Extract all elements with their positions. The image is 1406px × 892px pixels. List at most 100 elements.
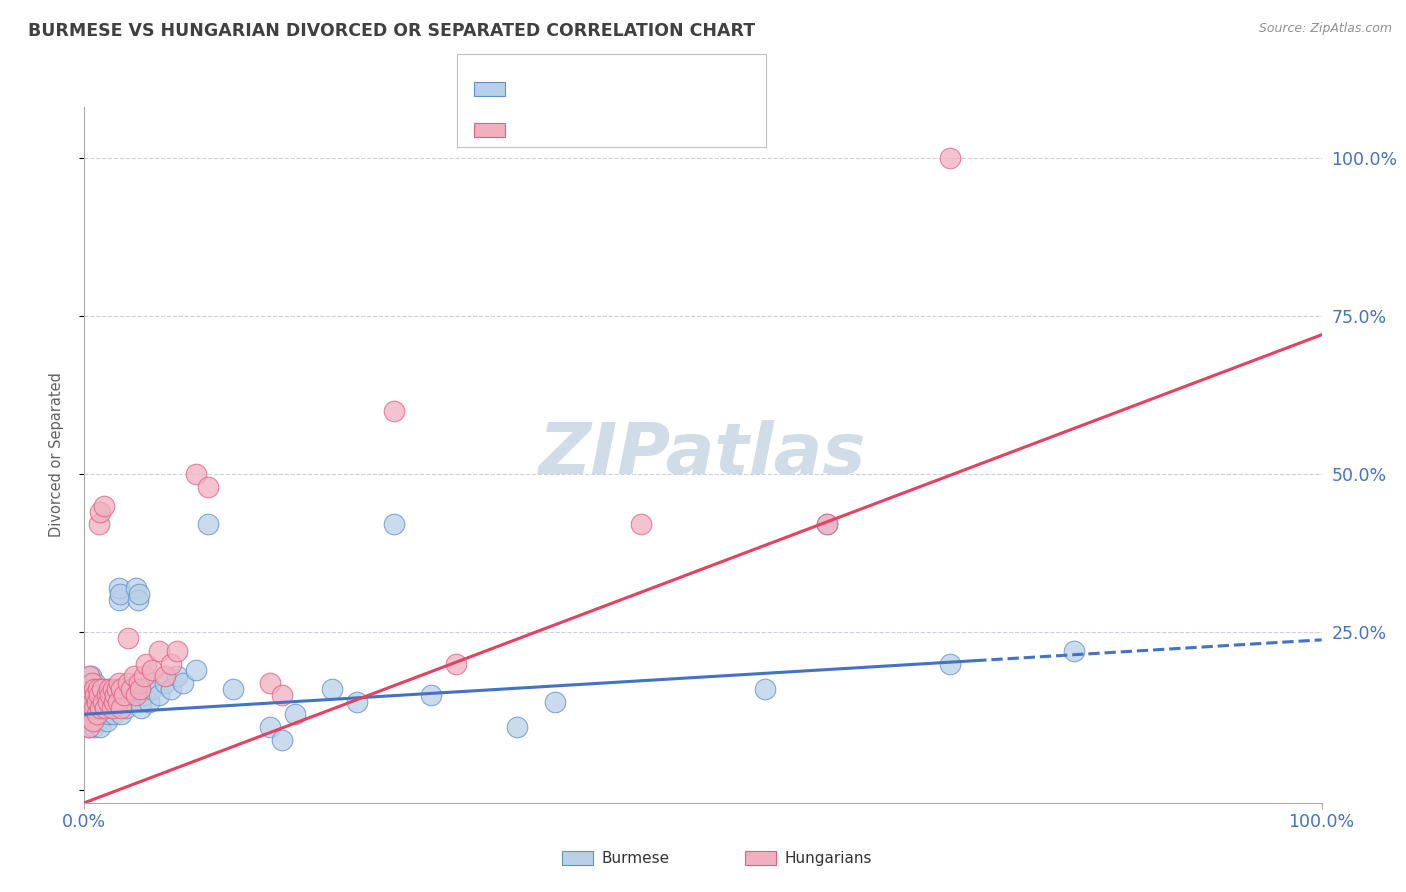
Point bbox=[222, 681, 245, 696]
Point bbox=[129, 701, 152, 715]
Point bbox=[86, 707, 108, 722]
Point bbox=[93, 499, 115, 513]
Point bbox=[91, 688, 114, 702]
Point bbox=[89, 688, 111, 702]
Point bbox=[91, 707, 114, 722]
Point bbox=[94, 701, 117, 715]
Text: ZIPatlas: ZIPatlas bbox=[540, 420, 866, 490]
Point bbox=[96, 714, 118, 728]
Point bbox=[80, 675, 103, 690]
Point bbox=[89, 505, 111, 519]
Point bbox=[166, 644, 188, 658]
Point bbox=[77, 707, 100, 722]
Point bbox=[77, 681, 100, 696]
Text: 84: 84 bbox=[636, 81, 655, 96]
Point bbox=[132, 688, 155, 702]
Point bbox=[107, 695, 129, 709]
Point bbox=[382, 403, 405, 417]
Point bbox=[84, 675, 107, 690]
Point bbox=[108, 675, 131, 690]
Point bbox=[101, 681, 124, 696]
Point bbox=[104, 701, 127, 715]
Point bbox=[79, 688, 101, 702]
Point bbox=[117, 632, 139, 646]
Point bbox=[79, 669, 101, 683]
Point bbox=[76, 695, 98, 709]
Point bbox=[107, 695, 129, 709]
Point bbox=[91, 695, 114, 709]
Point bbox=[122, 669, 145, 683]
Point bbox=[110, 695, 132, 709]
Point bbox=[101, 695, 124, 709]
Point bbox=[259, 720, 281, 734]
Text: Hungarians: Hungarians bbox=[785, 851, 872, 865]
Text: 0.652: 0.652 bbox=[550, 123, 595, 138]
Point bbox=[79, 720, 101, 734]
Point bbox=[80, 701, 103, 715]
Point bbox=[117, 688, 139, 702]
Point bbox=[128, 675, 150, 690]
Point bbox=[184, 467, 207, 481]
Point bbox=[815, 517, 838, 532]
Point bbox=[141, 663, 163, 677]
Point bbox=[86, 714, 108, 728]
Text: N =: N = bbox=[598, 123, 644, 138]
Point bbox=[630, 517, 652, 532]
Point bbox=[76, 695, 98, 709]
Point bbox=[83, 720, 105, 734]
Text: 62: 62 bbox=[636, 123, 655, 138]
Point bbox=[84, 701, 107, 715]
Point bbox=[79, 688, 101, 702]
Point bbox=[114, 695, 136, 709]
Point bbox=[87, 681, 110, 696]
Point bbox=[96, 688, 118, 702]
Text: Source: ZipAtlas.com: Source: ZipAtlas.com bbox=[1258, 22, 1392, 36]
Point bbox=[172, 675, 194, 690]
Point bbox=[84, 688, 107, 702]
Point bbox=[79, 720, 101, 734]
Point bbox=[115, 701, 138, 715]
Point bbox=[127, 593, 149, 607]
Text: 0.265: 0.265 bbox=[550, 81, 595, 96]
Point bbox=[77, 707, 100, 722]
Point bbox=[98, 681, 121, 696]
Point bbox=[148, 688, 170, 702]
Point bbox=[90, 701, 112, 715]
Point bbox=[82, 695, 104, 709]
Point bbox=[110, 681, 132, 696]
Point bbox=[105, 688, 128, 702]
Point bbox=[118, 695, 141, 709]
Point bbox=[939, 151, 962, 165]
Point bbox=[138, 695, 160, 709]
Point bbox=[132, 669, 155, 683]
Point bbox=[543, 695, 565, 709]
Point bbox=[382, 517, 405, 532]
Point bbox=[89, 517, 111, 532]
Point bbox=[80, 695, 103, 709]
Text: N =: N = bbox=[598, 81, 644, 96]
Point bbox=[104, 688, 127, 702]
Point bbox=[112, 681, 135, 696]
Point bbox=[444, 657, 467, 671]
Point bbox=[96, 701, 118, 715]
Point bbox=[141, 681, 163, 696]
Point bbox=[82, 707, 104, 722]
Point bbox=[128, 587, 150, 601]
Point bbox=[153, 675, 176, 690]
Point bbox=[135, 681, 157, 696]
Point bbox=[346, 695, 368, 709]
Point bbox=[120, 681, 142, 696]
Point bbox=[87, 701, 110, 715]
Point bbox=[83, 688, 105, 702]
Point bbox=[110, 707, 132, 722]
Point bbox=[271, 688, 294, 702]
Point bbox=[103, 695, 125, 709]
Text: BURMESE VS HUNGARIAN DIVORCED OR SEPARATED CORRELATION CHART: BURMESE VS HUNGARIAN DIVORCED OR SEPARAT… bbox=[28, 22, 755, 40]
Point bbox=[148, 644, 170, 658]
Point bbox=[117, 675, 139, 690]
Point bbox=[754, 681, 776, 696]
Point bbox=[815, 517, 838, 532]
Point bbox=[98, 681, 121, 696]
Point bbox=[129, 681, 152, 696]
Point bbox=[259, 675, 281, 690]
